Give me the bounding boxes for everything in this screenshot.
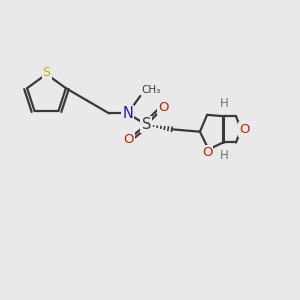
Text: O: O	[124, 133, 134, 146]
Text: O: O	[158, 101, 169, 114]
Text: CH₃: CH₃	[142, 85, 161, 95]
Text: S: S	[43, 66, 50, 79]
Text: O: O	[202, 146, 212, 159]
Text: H: H	[220, 97, 229, 110]
Text: H: H	[220, 149, 229, 162]
Text: O: O	[239, 123, 250, 136]
Text: N: N	[122, 106, 133, 121]
Text: S: S	[142, 117, 151, 132]
